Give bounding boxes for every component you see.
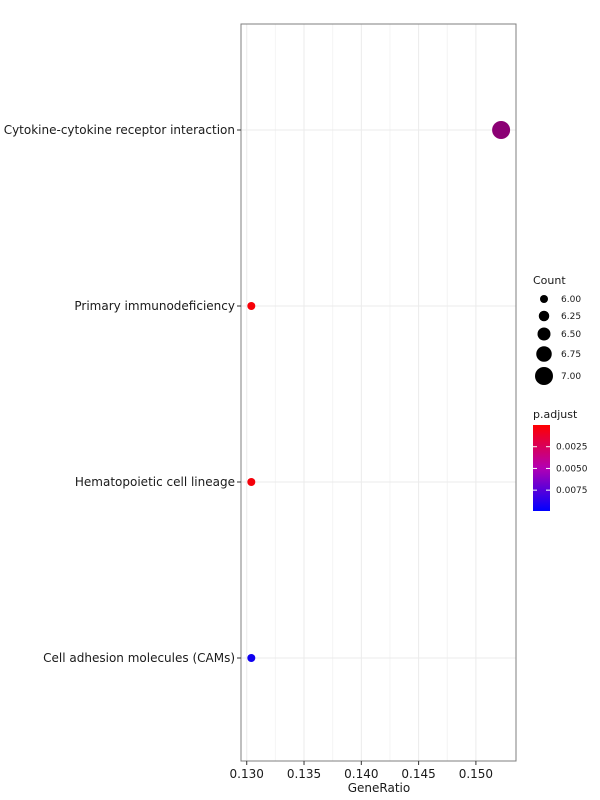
category-label: Primary immunodeficiency [74,299,235,313]
count-legend-label: 6.00 [561,295,581,305]
count-legend-label: 6.75 [561,350,581,360]
category-label: Hematopoietic cell lineage [75,475,235,489]
data-point [492,121,511,139]
x-tick-label: 0.150 [459,767,493,781]
count-legend-label: 7.00 [561,372,581,382]
p-adjust-legend-title: p.adjust [533,408,578,421]
data-point [247,654,256,662]
count-legend-key [538,310,550,322]
count-legend-key [536,346,552,362]
points [247,121,511,662]
x-tick-label: 0.130 [230,767,264,781]
grid [241,24,516,761]
category-axis: Cytokine-cytokine receptor interaction Pr… [4,123,241,665]
p-adjust-legend: p.adjust 0.0025 0.0050 0.0075 [533,408,588,511]
count-legend-key [537,327,551,341]
x-tick-label: 0.140 [344,767,378,781]
count-legend: Count 6.00 6.25 6.50 6.75 7.00 [533,274,581,385]
count-legend-key [540,295,548,303]
count-legend-label: 6.25 [561,312,581,322]
colorbar-label: 0.0075 [556,486,588,496]
count-legend-key [535,367,553,385]
colorbar-label: 0.0050 [556,464,588,474]
data-point [247,302,256,310]
x-tick-label: 0.135 [287,767,321,781]
count-legend-label: 6.50 [561,330,581,340]
category-label: Cytokine-cytokine receptor interaction [4,123,235,137]
colorbar-label: 0.0025 [556,443,588,453]
x-axis-title: GeneRatio [348,781,410,795]
plot-panel [240,23,517,762]
x-tick-label: 0.145 [401,767,435,781]
category-label: Cell adhesion molecules (CAMs) [43,651,235,665]
p-adjust-colorbar [533,425,550,511]
data-point [247,478,256,486]
x-axis: 0.130 0.135 0.140 0.145 0.150 [230,761,493,781]
count-legend-title: Count [533,274,566,287]
